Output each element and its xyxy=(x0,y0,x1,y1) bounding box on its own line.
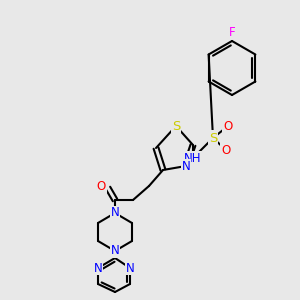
Text: O: O xyxy=(224,119,232,133)
Text: S: S xyxy=(172,119,180,133)
Text: S: S xyxy=(209,131,217,145)
Text: O: O xyxy=(221,143,231,157)
Text: N: N xyxy=(111,206,119,220)
Text: F: F xyxy=(229,26,235,38)
Text: O: O xyxy=(96,181,106,194)
Text: NH: NH xyxy=(184,152,202,164)
Text: N: N xyxy=(126,262,134,275)
Text: N: N xyxy=(182,160,190,172)
Text: N: N xyxy=(111,244,119,257)
Text: N: N xyxy=(94,262,102,275)
